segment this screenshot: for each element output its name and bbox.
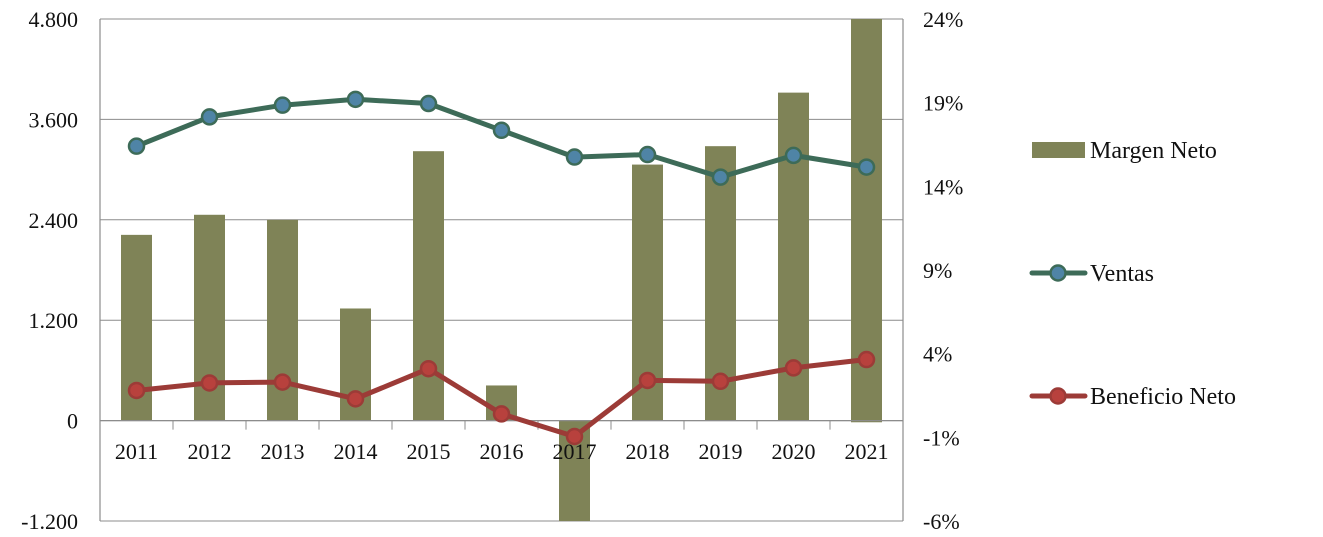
left-axis-tick-labels: -1.200 0 1.200 2.400 3.600 4.800 (21, 7, 78, 534)
right-tick-label: 24% (923, 7, 963, 32)
point-beneficio-neto (200, 374, 219, 392)
point-beneficio-neto (273, 373, 292, 391)
point-beneficio-neto (784, 359, 803, 377)
left-tick-label: 2.400 (29, 208, 79, 233)
x-tick-label: 2016 (480, 439, 524, 464)
legend-swatch-marker (1049, 264, 1067, 282)
x-tick-label: 2015 (407, 439, 451, 464)
left-tick-label: 1.200 (29, 308, 79, 333)
point-ventas (784, 146, 803, 165)
point-ventas (638, 145, 657, 164)
x-tick-label: 2013 (261, 439, 305, 464)
point-ventas (857, 158, 876, 176)
point-beneficio-neto (638, 371, 657, 390)
point-beneficio-neto (127, 381, 146, 400)
right-axis-tick-labels: -6% -1% 4% 9% 14% 19% 24% (923, 7, 963, 534)
right-tick-label: 9% (923, 258, 952, 283)
point-ventas (200, 108, 219, 126)
right-tick-label: 14% (923, 174, 963, 199)
legend: Margen Neto Ventas Beneficio Neto (1029, 138, 1236, 410)
point-beneficio-neto (346, 390, 365, 408)
left-tick-label: 3.600 (29, 107, 79, 132)
right-tick-label: -1% (923, 425, 960, 450)
right-tick-label: -6% (923, 509, 960, 534)
legend-label: Beneficio Neto (1090, 384, 1236, 410)
x-tick-label: 2021 (845, 439, 889, 464)
legend-label: Margen Neto (1090, 138, 1217, 164)
x-tick-label: 2020 (772, 439, 816, 464)
x-tick-label: 2012 (188, 439, 232, 464)
legend-label: Ventas (1090, 261, 1154, 287)
left-tick-label: -1.200 (21, 509, 78, 534)
point-ventas (565, 148, 584, 166)
point-beneficio-neto (492, 405, 511, 423)
left-tick-label: 0 (67, 409, 78, 434)
point-ventas (419, 94, 438, 113)
left-tick-label: 4.800 (29, 7, 79, 32)
point-ventas (711, 168, 730, 186)
point-beneficio-neto (857, 350, 876, 369)
point-ventas (127, 137, 146, 155)
x-tick-label: 2018 (626, 439, 670, 464)
point-ventas (346, 90, 365, 109)
point-beneficio-neto (711, 372, 730, 391)
point-ventas (492, 121, 511, 140)
x-tick-label: 2019 (699, 439, 743, 464)
x-tick-label: 2011 (115, 439, 158, 464)
point-beneficio-neto (565, 427, 584, 446)
point-ventas (273, 96, 292, 114)
right-tick-label: 4% (923, 342, 952, 367)
x-axis-tick-labels: 2011 2012 2013 2014 2015 2016 2017 2018 2019 2020… (115, 439, 889, 464)
line-series (127, 90, 876, 446)
right-tick-label: 19% (923, 91, 963, 116)
legend-swatch-marker (1049, 387, 1067, 405)
legend-swatch-bar (1032, 142, 1085, 158)
x-tick-label: 2014 (334, 439, 378, 464)
axes (99, 19, 904, 521)
point-beneficio-neto (419, 359, 438, 378)
bar-margen-neto (413, 151, 444, 421)
